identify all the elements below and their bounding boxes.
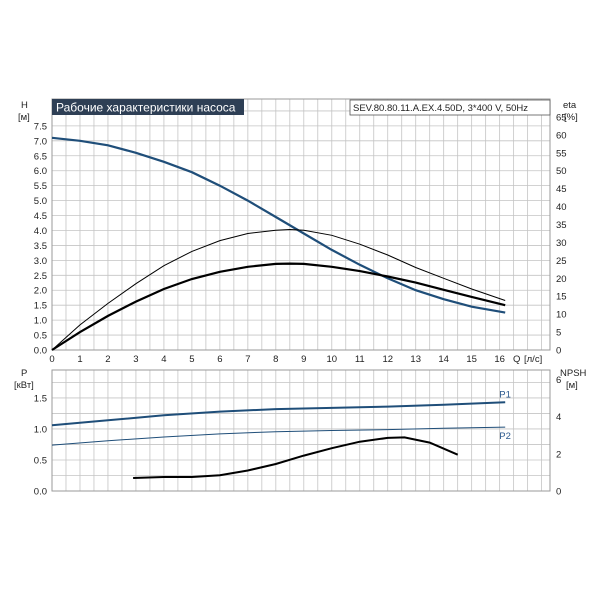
y2-tick-label: 40 <box>556 202 567 213</box>
x-tick-label: 11 <box>355 354 365 365</box>
x-tick-label: 2 <box>105 354 110 365</box>
bottom-series: P1 P2 <box>51 389 511 479</box>
y2-tick-label: 20 <box>556 274 567 285</box>
eta-curve-thin <box>51 228 506 351</box>
y-tick-label: 4.0 <box>34 226 47 237</box>
x-tick-label: 15 <box>466 354 477 365</box>
y-tick-label: 6.0 <box>34 166 47 177</box>
y2-tick-label: 5 <box>556 328 561 339</box>
x-tick-label: 12 <box>382 354 393 365</box>
x-axis-unit: [л/с] <box>524 354 542 365</box>
y2-tick-label: 15 <box>556 292 567 303</box>
eta-curve-thick <box>51 262 506 351</box>
x-tick-label: 8 <box>273 354 278 365</box>
npsh-tick-label: 6 <box>556 375 561 386</box>
p1-series-label: P1 <box>499 389 511 400</box>
y-tick-label: 2.0 <box>34 286 47 297</box>
x-tick-label: 13 <box>410 354 421 365</box>
y2-axis-unit: [%] <box>564 112 578 123</box>
x-tick-label: 10 <box>326 354 337 365</box>
x-tick-label: 7 <box>245 354 250 365</box>
npsh-tick-label: 4 <box>556 412 561 423</box>
model-box <box>349 99 551 116</box>
y2-tick-label: 25 <box>556 256 567 267</box>
npsh-axis-unit: [м] <box>566 380 578 391</box>
x-tick-label: 1 <box>77 354 82 365</box>
power-tick-label: 1.0 <box>34 424 47 435</box>
y-tick-label: 3.0 <box>34 256 47 267</box>
x-tick-label: 3 <box>133 354 138 365</box>
title-box <box>52 99 244 115</box>
npsh-tick-label: 2 <box>556 449 561 460</box>
chart-title: Рабочие характеристики насоса <box>56 101 236 115</box>
x-tick-label: 5 <box>189 354 194 365</box>
power-tick-label: 1.5 <box>34 393 47 404</box>
y-axis-unit: [м] <box>18 112 30 123</box>
y2-tick-label: 60 <box>556 130 567 141</box>
y-tick-label: 3.5 <box>34 241 47 252</box>
y-tick-label: 6.5 <box>34 151 47 162</box>
p2-curve <box>51 426 506 446</box>
y-tick-label: 5.0 <box>34 196 47 207</box>
y2-tick-label: 55 <box>556 148 567 159</box>
power-tick-label: 0.0 <box>34 487 47 498</box>
x-tick-label: 16 <box>494 354 505 365</box>
x-tick-label: 14 <box>438 354 449 365</box>
y2-axis-label: eta <box>563 100 577 111</box>
top-grid <box>51 98 551 351</box>
p2-series-label: P2 <box>499 431 511 442</box>
y2-tick-label: 35 <box>556 220 567 231</box>
npsh-tick-label: 0 <box>556 487 561 498</box>
bottom-grid <box>51 369 551 492</box>
y-tick-label: 5.5 <box>34 181 47 192</box>
x-tick-label: 6 <box>217 354 222 365</box>
model-label: SEV.80.80.11.A.EX.4.50D, 3*400 V, 50Hz <box>353 103 528 114</box>
y-tick-label: 0.5 <box>34 331 47 342</box>
p1-curve <box>51 401 506 427</box>
y-tick-label: 0.0 <box>34 346 47 357</box>
y-tick-label: 1.0 <box>34 316 47 327</box>
y2-tick-label: 10 <box>556 310 567 321</box>
power-axis-label: P <box>21 368 27 379</box>
y-tick-label: 2.5 <box>34 271 47 282</box>
y-tick-label: 7.5 <box>34 121 47 132</box>
top-series <box>51 136 506 351</box>
x-tick-label: 0 <box>49 354 54 365</box>
y-tick-label: 7.0 <box>34 136 47 147</box>
y-tick-label: 4.5 <box>34 211 47 222</box>
x-tick-label: 4 <box>161 354 166 365</box>
x-axis-label: Q <box>513 354 520 365</box>
x-tick-label: 9 <box>301 354 306 365</box>
npsh-curve <box>133 436 459 479</box>
npsh-axis-label: NPSH <box>560 368 587 379</box>
power-tick-label: 0.5 <box>34 455 47 466</box>
y2-tick-label: 30 <box>556 238 567 249</box>
top-plot-frame <box>51 98 551 351</box>
bottom-plot-frame <box>51 369 551 492</box>
y2-tick-label: 50 <box>556 166 567 177</box>
head-curve <box>51 136 506 314</box>
y-tick-label: 1.5 <box>34 301 47 312</box>
y2-tick-label: 65 <box>556 112 567 123</box>
top-tick-labels: 0.0 0.5 1.0 1.5 2.0 2.5 3.0 3.5 4.0 4.5 5.0 5.5 6.0 6… <box>34 112 567 365</box>
bottom-tick-labels: 0.0 0.5 1.0 1.5 0 2 4 6 <box>34 375 562 498</box>
y2-tick-label: 45 <box>556 184 567 195</box>
power-axis-unit: [кВт] <box>14 380 34 391</box>
y-axis-label: H <box>21 100 28 111</box>
y2-tick-label: 0 <box>556 346 561 357</box>
